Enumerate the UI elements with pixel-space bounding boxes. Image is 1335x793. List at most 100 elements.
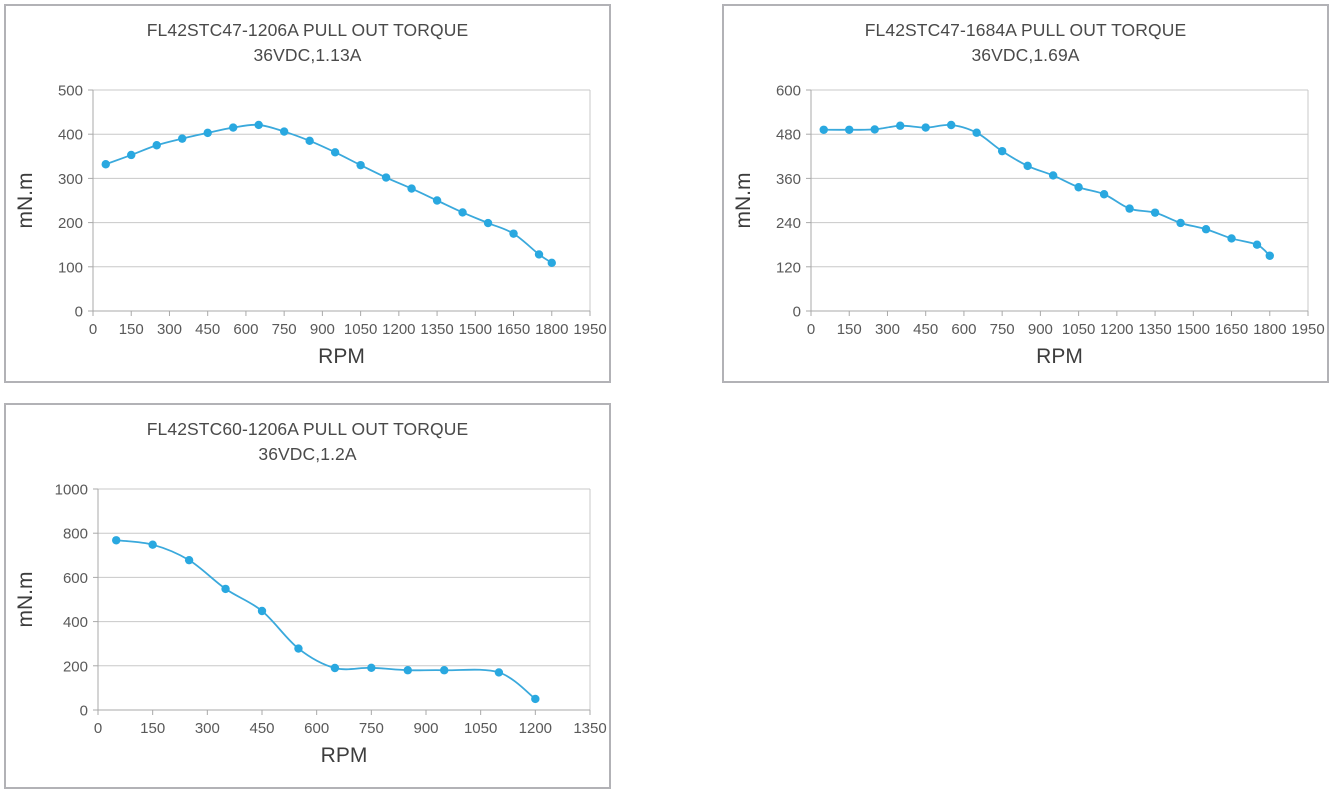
y-tick-label: 0 [80,703,88,720]
data-point-marker [356,160,365,170]
x-tick-label: 750 [359,720,384,737]
y-axis-title: mN.m [14,173,37,229]
chart-title: FL42STC47-1206A PULL OUT TORQUE 36VDC,1.… [6,18,609,68]
y-tick-label: 240 [776,215,801,232]
data-point-marker [1265,251,1274,260]
data-point-marker [946,120,956,130]
x-tick-label: 300 [875,321,900,338]
x-tick-label: 1200 [382,321,415,338]
data-point-marker [1252,240,1262,249]
y-tick-label: 200 [58,215,83,232]
y-axis-title: mN.m [14,572,37,628]
data-point-marker [112,536,121,545]
x-tick-label: 450 [195,321,220,338]
data-point-marker [381,173,391,182]
data-point-marker [972,128,981,137]
chart-panel-fl42stc47-1206a: FL42STC47-1206A PULL OUT TORQUE 36VDC,1.… [4,4,611,383]
x-tick-label: 1200 [519,720,552,737]
chart-title-line2: 36VDC,1.2A [258,444,357,464]
data-point-marker [845,125,854,134]
x-tick-label: 1200 [1100,321,1133,338]
data-point-marker [1023,161,1032,171]
data-point-marker [1176,218,1185,228]
chart-panel-fl42stc60-1206a: FL42STC60-1206A PULL OUT TORQUE 36VDC,1.… [4,403,611,789]
x-tick-label: 1950 [1291,321,1324,338]
data-point-marker [819,125,828,134]
data-point-marker [494,668,504,677]
data-point-marker [997,146,1007,156]
data-point-marker [203,128,212,138]
x-tick-label: 600 [304,720,329,737]
data-point-marker [1201,225,1211,234]
x-tick-label: 900 [413,720,438,737]
x-tick-label: 1350 [1138,321,1171,338]
x-tick-label: 1800 [535,321,568,338]
data-point-marker [1074,183,1083,192]
data-point-marker [870,125,879,134]
data-point-marker [1099,190,1109,199]
y-tick-label: 200 [63,658,88,675]
data-point-marker [547,258,556,268]
y-tick-label: 300 [58,171,83,188]
x-tick-label: 1950 [573,321,606,338]
y-tick-label: 800 [63,526,88,543]
data-point-marker [254,120,263,130]
data-point-marker [509,229,518,238]
x-tick-label: 1050 [464,720,497,737]
data-point-marker [221,584,230,594]
data-point-marker [1125,204,1134,213]
x-axis-title: RPM [321,744,368,767]
y-tick-label: 600 [63,570,88,587]
x-tick-label: 300 [157,321,182,338]
x-tick-label: 0 [89,321,97,338]
data-point-marker [921,123,930,132]
data-point-marker [534,250,544,259]
chart-panel-fl42stc47-1684a: FL42STC47-1684A PULL OUT TORQUE 36VDC,1.… [722,4,1329,383]
data-point-marker [1150,208,1160,217]
x-tick-label: 150 [140,720,165,737]
y-axis-title: mN.m [732,173,755,229]
y-tick-label: 0 [793,304,801,321]
data-point-marker [432,196,442,205]
y-tick-label: 400 [58,127,83,144]
chart-title: FL42STC60-1206A PULL OUT TORQUE 36VDC,1.… [6,417,609,467]
x-tick-label: 1500 [1177,321,1210,338]
x-tick-label: 1050 [344,321,377,338]
series-line [104,123,553,264]
x-tick-label: 1500 [459,321,492,338]
x-tick-label: 1350 [573,720,606,737]
x-tick-label: 300 [195,720,220,737]
data-point-marker [257,606,267,616]
y-tick-label: 1000 [55,482,88,499]
data-point-marker [483,218,493,228]
chart-plot-fl42stc47-1684a: 0 120 240 360 480 600 0 150 300 450 600 750 900 1050 1… [732,83,1325,369]
x-tick-label: 600 [233,321,258,338]
x-tick-label: 750 [272,321,297,338]
chart-title-line1: FL42STC47-1684A PULL OUT TORQUE [864,20,1187,40]
x-tick-label: 900 [1028,321,1053,338]
x-tick-label: 600 [951,321,976,338]
data-point-marker [330,148,340,157]
y-tick-label: 0 [75,304,83,321]
chart-plot-fl42stc60-1206a: 0 200 400 600 800 1000 0 150 300 450 600 750 900 1050… [14,482,607,768]
data-point-marker [440,666,449,675]
data-point-marker [896,121,905,130]
chart-title-line1: FL42STC60-1206A PULL OUT TORQUE [146,419,469,439]
x-tick-label: 0 [807,321,815,338]
x-tick-label: 1350 [420,321,453,338]
chart-title-line1: FL42STC47-1206A PULL OUT TORQUE [146,20,469,40]
x-tick-label: 900 [310,321,335,338]
y-tick-label: 500 [58,83,83,100]
x-axis-title: RPM [1036,345,1083,368]
chart-title: FL42STC47-1684A PULL OUT TORQUE 36VDC,1.… [724,18,1327,68]
chart-plot-fl42stc47-1206a: 0 100 200 300 400 500 0 150 300 450 600 750 900 1050 1… [14,83,607,369]
y-tick-label: 600 [776,83,801,100]
data-point-marker [178,134,187,143]
data-point-marker [294,644,303,653]
data-point-marker [458,208,467,217]
x-tick-label: 1650 [1215,321,1248,338]
data-point-marker [407,184,416,193]
x-tick-label: 150 [837,321,862,338]
x-tick-label: 150 [119,321,144,338]
series-line [115,539,537,700]
